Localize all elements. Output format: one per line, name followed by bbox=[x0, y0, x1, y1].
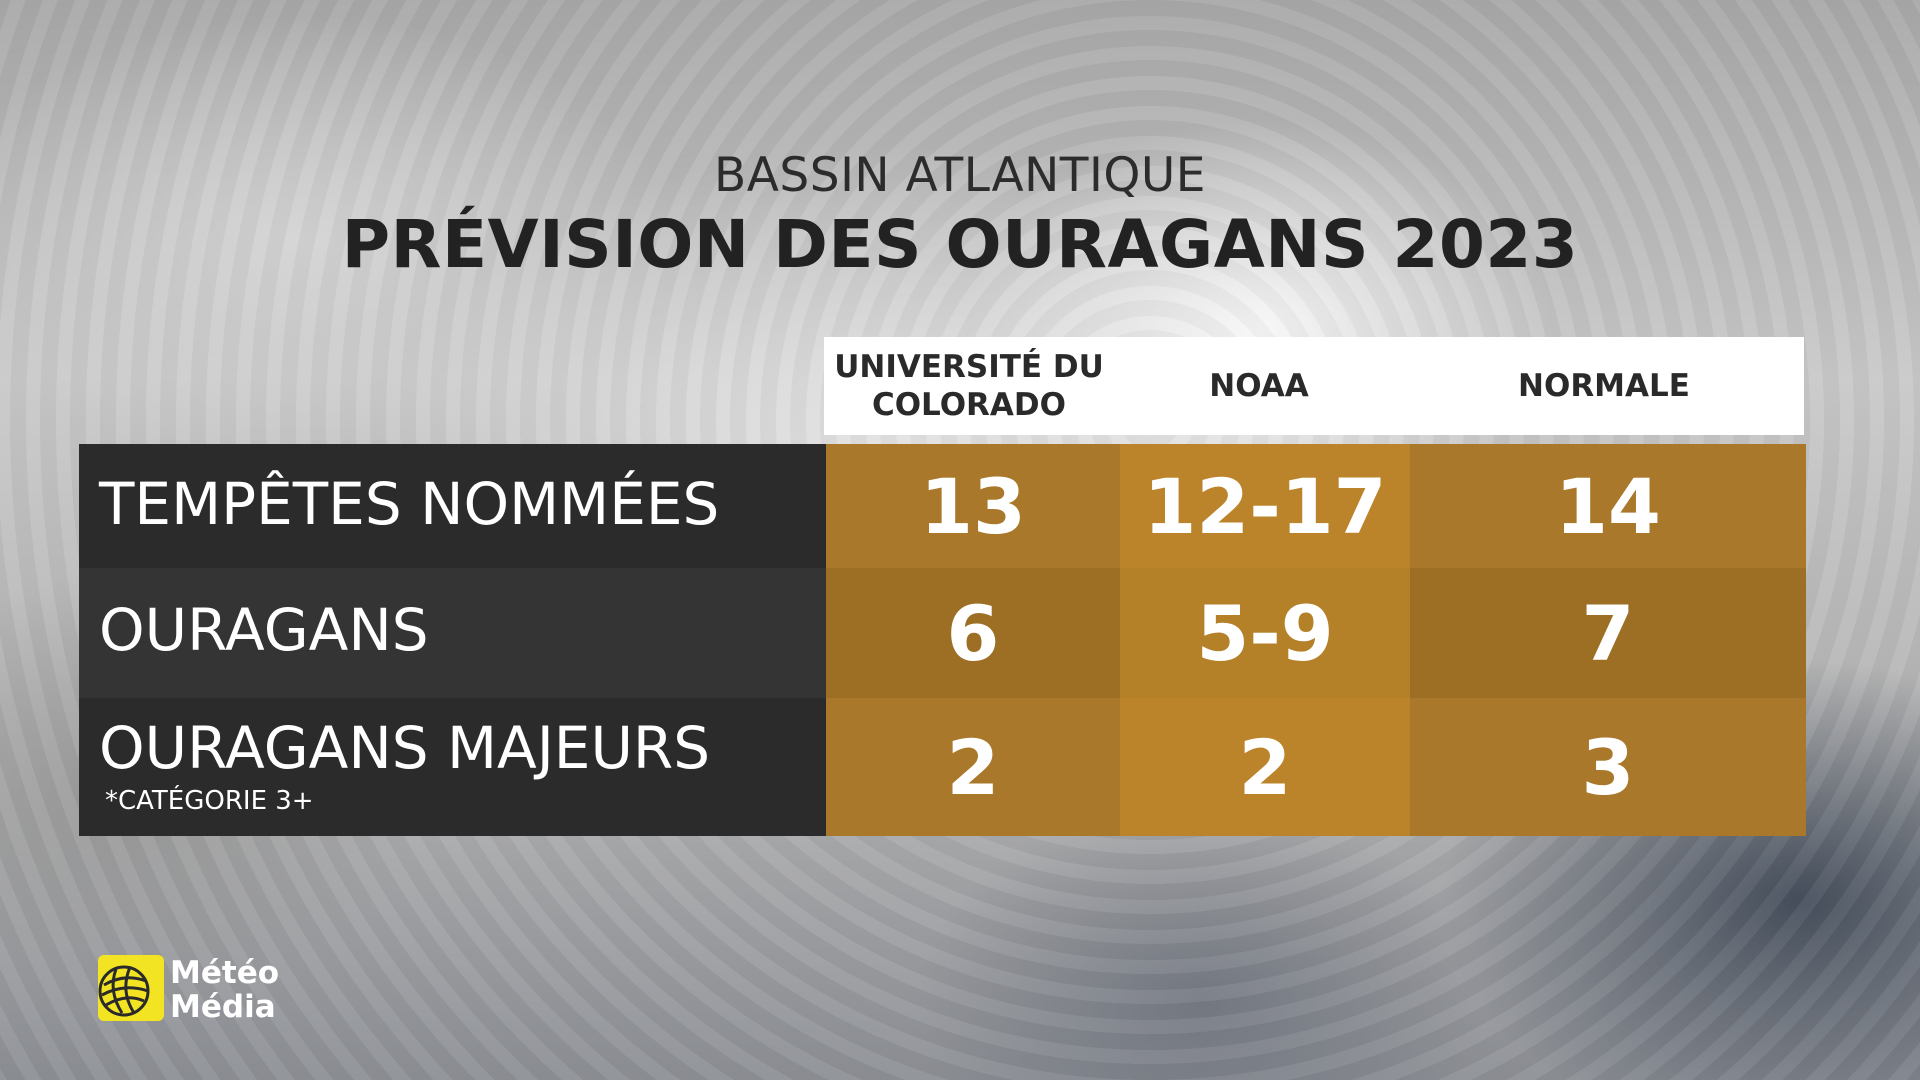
column-header-colorado: UNIVERSITÉ DU COLORADO bbox=[824, 337, 1114, 435]
column-header-colorado-line1: UNIVERSITÉ DU bbox=[834, 349, 1104, 385]
value-cell-normale-ouragans: 7 bbox=[1410, 568, 1806, 698]
row-label-cell-tempetes: TEMPÊTES NOMMÉES bbox=[79, 444, 826, 568]
globe-icon bbox=[98, 955, 164, 1021]
column-header-normale: NORMALE bbox=[1518, 368, 1690, 404]
value-cell-noaa-tempetes: 12-17 bbox=[1120, 444, 1410, 568]
row-label-cell-ouragans-majeurs: OURAGANS MAJEURS *CATÉGORIE 3+ bbox=[79, 698, 826, 836]
row-label-ouragans: OURAGANS bbox=[99, 596, 429, 664]
value-cell-colorado-ouragans: 6 bbox=[826, 568, 1120, 698]
value-cell-noaa-ouragans: 5-9 bbox=[1120, 568, 1410, 698]
row-label-tempetes: TEMPÊTES NOMMÉES bbox=[99, 470, 720, 538]
column-header-noaa: NOAA bbox=[1209, 368, 1309, 404]
subtitle: BASSIN ATLANTIQUE bbox=[714, 148, 1206, 203]
value-cell-normale-ouragans-majeurs: 3 bbox=[1410, 698, 1806, 836]
page-title: PRÉVISION DES OURAGANS 2023 bbox=[341, 206, 1579, 283]
value-cell-colorado-tempetes: 13 bbox=[826, 444, 1120, 568]
value-cell-colorado-ouragans-majeurs: 2 bbox=[826, 698, 1120, 836]
column-header-bar: UNIVERSITÉ DU COLORADO NOAA NORMALE bbox=[824, 337, 1804, 435]
row-note-categorie: *CATÉGORIE 3+ bbox=[105, 786, 314, 816]
brand-logo-line1: Météo bbox=[170, 955, 280, 991]
brand-logo-text: Météo Média bbox=[170, 956, 279, 1024]
column-header-colorado-line2: COLORADO bbox=[871, 387, 1067, 423]
brand-logo-line2: Média bbox=[170, 989, 276, 1025]
value-cell-normale-tempetes: 14 bbox=[1410, 444, 1806, 568]
row-label-cell-ouragans: OURAGANS bbox=[79, 568, 826, 698]
row-label-ouragans-majeurs: OURAGANS MAJEURS bbox=[99, 714, 711, 782]
value-cell-noaa-ouragans-majeurs: 2 bbox=[1120, 698, 1410, 836]
